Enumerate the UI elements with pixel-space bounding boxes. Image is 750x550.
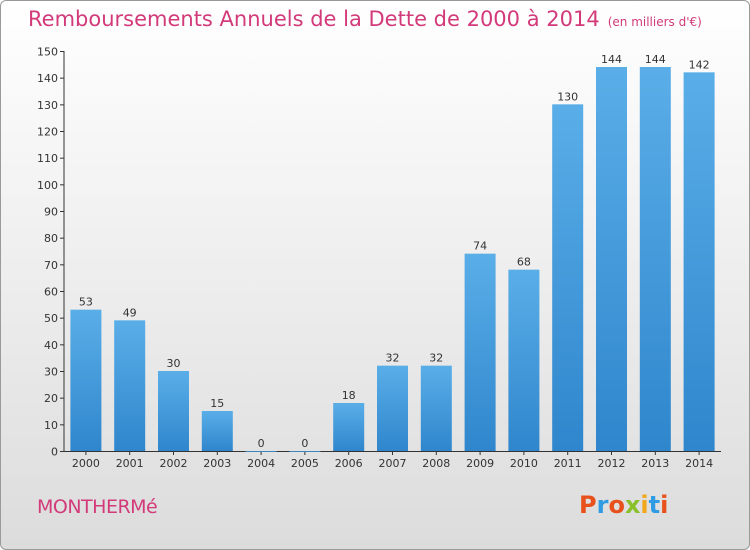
y-tick-label: 110 [37,152,58,165]
logo-letter: r [596,491,609,519]
x-tick-label: 2000 [72,457,100,470]
bar [639,67,671,451]
bar [289,451,321,452]
x-tick-label: 2012 [598,457,626,470]
y-tick-label: 20 [44,392,58,405]
data-label: 74 [473,240,487,253]
x-tick-label: 2006 [335,457,363,470]
x-tick-label: 2001 [116,457,144,470]
chart-title-row: Remboursements Annuels de la Dette de 20… [28,7,702,31]
x-tick-label: 2004 [247,457,275,470]
x-tick-label: 2013 [641,457,669,470]
bar [508,269,540,451]
commune-name: MONTHERMé [37,496,158,518]
bar [333,403,365,451]
y-tick-label: 50 [44,312,58,325]
bar [114,320,146,451]
y-tick-label: 70 [44,259,58,272]
bar [70,309,102,451]
y-tick-label: 100 [37,179,58,192]
data-label: 144 [601,53,622,66]
y-tick-label: 130 [37,99,58,112]
x-tick-label: 2008 [422,457,450,470]
logo-letter: P [579,491,597,519]
data-label: 68 [517,256,531,269]
chart-bars [70,67,715,452]
bar [552,104,584,451]
x-tick-label: 2009 [466,457,494,470]
bar [201,411,233,451]
bar [464,253,496,451]
bar [377,365,408,451]
logo-letter: o [608,491,625,519]
logo-letter: i [640,491,649,519]
x-tick-label: 2007 [379,457,407,470]
bar [420,365,452,451]
x-tick-label: 2002 [160,457,188,470]
bar [683,72,715,451]
bar [596,67,627,451]
chart-axes: 0102030405060708090100110120130140150200… [37,46,721,470]
data-label: 18 [342,389,356,402]
data-label: 0 [258,437,265,450]
bar [158,371,189,451]
y-tick-label: 60 [44,286,58,299]
data-label: 53 [79,296,93,309]
y-tick-label: 140 [37,72,58,85]
data-label: 0 [301,437,308,450]
chart-title: Remboursements Annuels de la Dette de 20… [28,7,600,31]
logo-letter: i [660,491,669,519]
data-label: 130 [557,90,578,103]
data-label: 30 [167,357,181,370]
x-tick-label: 2011 [554,457,582,470]
proxiti-logo: Proxiti [579,491,668,519]
y-tick-label: 150 [37,46,58,59]
x-tick-label: 2005 [291,457,319,470]
y-tick-label: 80 [44,232,58,245]
data-label: 142 [689,58,710,71]
y-tick-label: 90 [44,206,58,219]
data-label: 32 [429,352,443,365]
logo-letter: x [624,491,641,519]
logo-letter: t [648,491,661,519]
data-label: 15 [210,397,224,410]
y-tick-label: 120 [37,126,58,139]
chart-data-labels: 53 49 30 15 0 0 18 32 32 74 68 130 144 144 142 [79,53,710,450]
y-tick-label: 10 [44,419,58,432]
data-label: 49 [123,306,137,319]
y-tick-label: 0 [51,446,58,459]
data-label: 32 [386,352,400,365]
x-tick-label: 2010 [510,457,538,470]
y-tick-label: 30 [44,366,58,379]
y-tick-label: 40 [44,339,58,352]
x-tick-label: 2014 [685,457,713,470]
data-label: 144 [645,53,666,66]
bar [245,451,277,452]
chart-unit-note: (en milliers d'€) [607,15,702,29]
x-tick-label: 2003 [203,457,231,470]
